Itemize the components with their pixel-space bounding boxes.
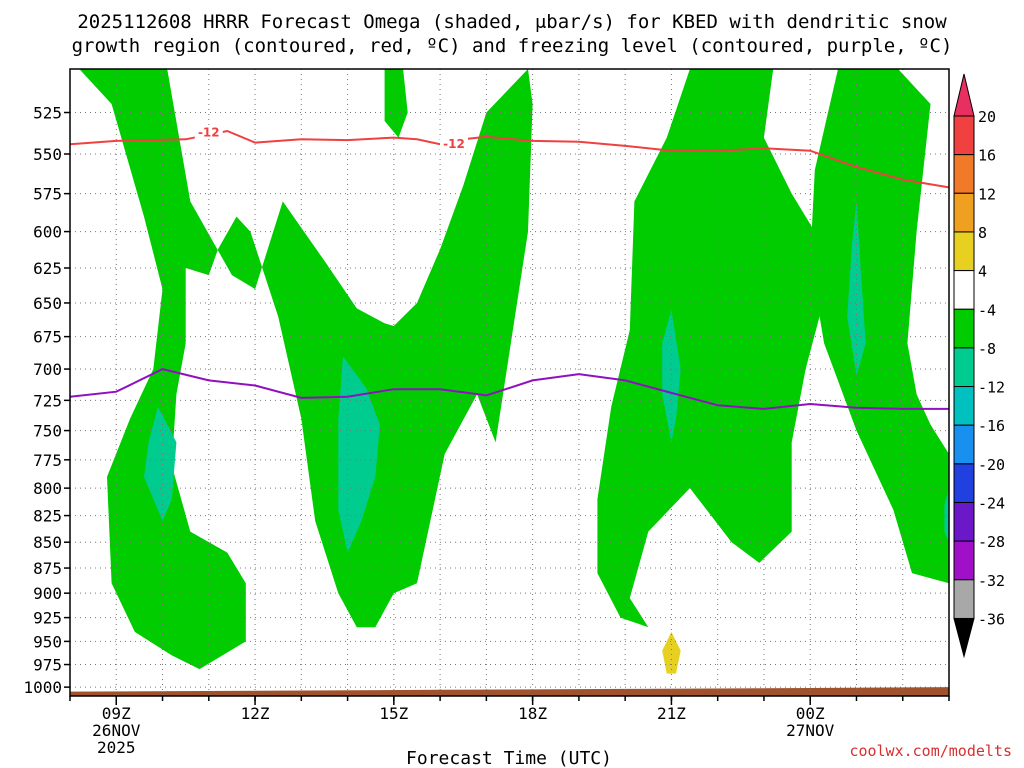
colorbar-label: 20 [978, 108, 996, 126]
credit-text: coolwx.com/modelts [849, 742, 1012, 760]
x-date-label: 26NOV [92, 721, 141, 740]
y-tick-label: 750 [33, 422, 62, 441]
colorbar-label: -4 [978, 301, 996, 319]
colorbar-bin-0 [953, 115, 975, 156]
y-tick-label: 1000 [23, 678, 62, 697]
colorbar-label: -20 [978, 456, 1005, 474]
y-tick-label: 950 [33, 632, 62, 651]
colorbar-bin-7 [953, 386, 975, 426]
x-year-label: 2025 [97, 738, 136, 757]
x-tick-label: 09Z [102, 704, 131, 723]
omega-region-2 [597, 69, 820, 628]
omega-region-8 [944, 488, 949, 543]
colorbar-bin-1 [953, 154, 975, 194]
colorbar-bin-12 [953, 579, 975, 619]
omega-region-6 [662, 309, 681, 443]
omega-region-1 [384, 69, 408, 138]
y-tick-label: 600 [33, 223, 62, 242]
y-tick-label: 725 [33, 391, 62, 410]
dgz-label-bg-0 [194, 125, 223, 139]
terrain-strip [70, 687, 949, 696]
y-tick-label: 625 [33, 259, 62, 278]
x-tick-label: 12Z [241, 704, 270, 723]
y-tick-label: 825 [33, 507, 62, 526]
omega-region-4 [144, 406, 177, 521]
colorbar-label: 4 [978, 263, 987, 281]
dgz-label-bg-1 [439, 137, 468, 151]
y-tick-label: 900 [33, 584, 62, 603]
y-tick-label: 675 [33, 328, 62, 347]
colorbar-bin-9 [953, 463, 975, 504]
contour-lines: -12 -12 [70, 125, 949, 410]
colorbar-bin-10 [953, 502, 975, 542]
colorbar: 20 16 12 8 4 -4 -8 -12 -16 -20 -24 -28 -32 -36 [953, 73, 1005, 659]
y-tick-label: 650 [33, 294, 62, 313]
colorbar-label: -28 [978, 533, 1005, 551]
x-tick-label: 00Z [796, 704, 825, 723]
x-tick-label: 18Z [518, 704, 547, 723]
colorbar-bin-2 [953, 192, 975, 233]
x-tick-label: 21Z [657, 704, 686, 723]
plot-area: -12 -12 [70, 69, 949, 696]
dgz-contour-label: -12 [198, 126, 220, 140]
colorbar-label: -36 [978, 610, 1005, 628]
colorbar-bin-4 [953, 270, 975, 310]
omega-region-9 [662, 631, 681, 674]
y-tick-label: 550 [33, 145, 62, 164]
x-date-label: 27NOV [786, 721, 835, 740]
colorbar-top-arrow [953, 73, 975, 117]
omega-region-5 [338, 356, 380, 553]
colorbar-label: -8 [978, 340, 996, 358]
y-tick-label: 525 [33, 104, 62, 123]
colorbar-bin-3 [953, 231, 975, 272]
chart-title-line2: growth region (contoured, red, ºC) and f… [72, 35, 953, 57]
dgz-contour-line [70, 129, 949, 189]
y-tick-label: 575 [33, 185, 62, 204]
colorbar-label: 16 [978, 147, 996, 165]
colorbar-label: 8 [978, 224, 987, 242]
y-tick-label: 850 [33, 533, 62, 552]
x-tick-label: 15Z [379, 704, 408, 723]
y-tick-label: 925 [33, 609, 62, 628]
colorbar-bin-8 [953, 424, 975, 465]
colorbar-label: -24 [978, 495, 1005, 513]
dgz-contour-label: -12 [443, 137, 465, 151]
y-axis: 525 550 575 600 625 650 675 700 725 750 775 800 825 8… [23, 104, 70, 697]
omega-region-7 [847, 201, 866, 376]
x-axis-label: Forecast Time (UTC) [406, 748, 612, 768]
colorbar-bin-11 [953, 540, 975, 581]
colorbar-label: 12 [978, 185, 996, 203]
chart-title-line1: 2025112608 HRRR Forecast Omega (shaded, … [77, 11, 947, 33]
freezing-level-line [70, 368, 949, 410]
y-tick-label: 800 [33, 479, 62, 498]
colorbar-bin-6 [953, 347, 975, 388]
omega-region-3 [810, 69, 949, 584]
colorbar-bin-5 [953, 308, 975, 349]
colorbar-label: -12 [978, 379, 1005, 397]
y-tick-label: 975 [33, 656, 62, 675]
colorbar-bottom-arrow [953, 617, 975, 659]
y-tick-label: 875 [33, 559, 62, 578]
colorbar-label: -32 [978, 572, 1005, 590]
y-tick-label: 700 [33, 360, 62, 379]
y-tick-label: 775 [33, 451, 62, 470]
colorbar-label: -16 [978, 417, 1005, 435]
plot-frame [69, 68, 950, 697]
